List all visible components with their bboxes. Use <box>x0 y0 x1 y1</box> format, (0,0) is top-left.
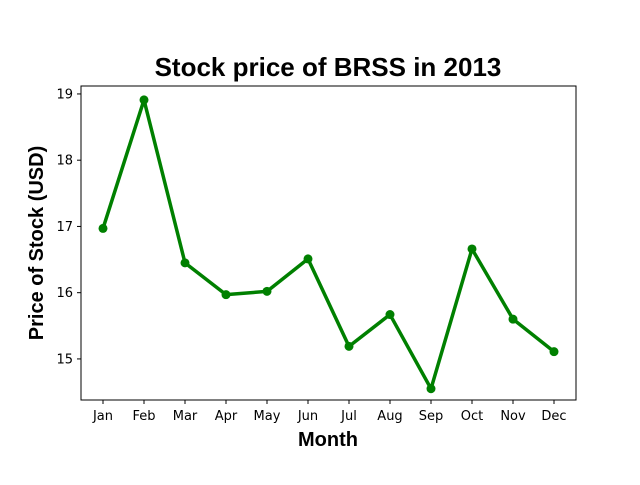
x-tick-label: May <box>254 409 281 424</box>
x-tick-label: Dec <box>541 409 566 424</box>
data-point <box>426 384 436 394</box>
plot-area <box>80 85 577 401</box>
data-point <box>549 347 559 357</box>
data-point <box>508 314 518 324</box>
x-tick-label: Mar <box>173 409 198 424</box>
x-tick-label: Nov <box>500 409 526 424</box>
x-tick-label: Apr <box>215 409 238 424</box>
series-layer <box>98 95 559 394</box>
data-point <box>262 286 272 296</box>
y-tick-label: 18 <box>56 154 73 169</box>
y-axis-label: Price of Stock (USD) <box>26 146 48 340</box>
x-tick-label: Oct <box>461 409 483 424</box>
x-tick-label: Aug <box>377 409 402 424</box>
x-tick-label: Jan <box>92 409 113 424</box>
y-tick-label: 15 <box>56 352 73 367</box>
x-tick-label: Jun <box>297 409 318 424</box>
data-point <box>467 244 477 254</box>
x-tick-label: Feb <box>132 409 155 424</box>
series-line <box>101 98 556 391</box>
x-tick-label: Jul <box>340 409 357 424</box>
x-axis: Jan Feb Mar Apr May Jun Jul Aug Sep Oct Nov Dec <box>92 400 567 424</box>
data-point <box>344 341 354 351</box>
data-point <box>98 223 108 233</box>
y-tick-label: 19 <box>56 87 73 102</box>
chart-title: Stock price of BRSS in 2013 <box>155 52 502 82</box>
y-tick-label: 16 <box>56 286 73 301</box>
data-point <box>303 254 313 264</box>
data-point <box>221 290 231 300</box>
data-point <box>385 310 395 320</box>
data-point <box>180 258 190 268</box>
y-tick-label: 17 <box>56 220 73 235</box>
data-point <box>139 95 149 105</box>
y-axis: 15 16 17 18 19 <box>56 87 81 367</box>
x-axis-label: Month <box>298 429 358 451</box>
x-tick-label: Sep <box>419 409 444 424</box>
